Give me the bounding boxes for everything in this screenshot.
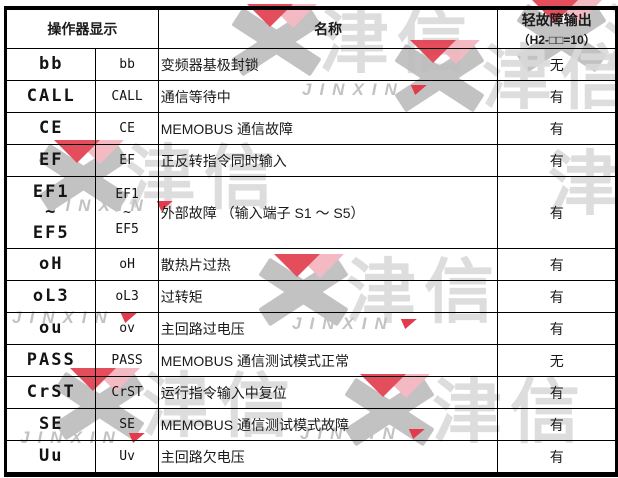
name-cell: MEMOBUS 通信测试模式故障 — [157, 408, 499, 441]
output-cell: 有 — [497, 312, 616, 345]
display-cell: oH — [5, 248, 97, 281]
table-row: Uu Uv 主回路欠电压 有 — [5, 440, 616, 473]
output-cell: 有 — [497, 80, 616, 113]
output-cell: 有 — [497, 408, 616, 441]
display-cell: EF — [5, 144, 97, 177]
name-cell: 过转矩 — [157, 280, 499, 313]
header-fault-output-line1: 轻故障输出 — [521, 12, 592, 28]
name-cell: 主回路过电压 — [157, 312, 499, 345]
header-operator-display: 操作器显示 — [6, 9, 159, 49]
code-cell: EF — [95, 144, 159, 177]
table-row: CALL CALL 通信等待中 有 — [5, 80, 616, 113]
display-cell: ou — [5, 312, 97, 345]
table-row: ou ov 主回路过电压 有 — [5, 312, 616, 345]
table-row: SE SE MEMOBUS 通信测试模式故障 有 — [5, 408, 616, 441]
table-row: PASS PASS MEMOBUS 通信测试模式正常 无 — [5, 344, 616, 377]
fault-code-table-frame: 操作器显示 名称 轻故障输出 （H2-□□=10） bb bb 变频器基极封锁 … — [4, 6, 618, 477]
output-cell: 有 — [497, 440, 616, 473]
output-cell: 无 — [497, 48, 616, 81]
display-cell: CE — [5, 112, 97, 145]
display-cell: PASS — [5, 344, 97, 377]
display-cell: CrST — [5, 376, 97, 409]
output-cell: 有 — [497, 176, 616, 249]
code-cell: EF1 ~ EF5 — [95, 176, 159, 249]
name-cell: 散热片过热 — [157, 248, 499, 281]
output-cell: 有 — [497, 280, 616, 313]
name-cell: 正反转指令同时输入 — [157, 144, 499, 177]
fault-code-table: 操作器显示 名称 轻故障输出 （H2-□□=10） bb bb 变频器基极封锁 … — [5, 9, 616, 473]
code-cell: CALL — [95, 80, 159, 113]
name-cell: 通信等待中 — [157, 80, 499, 113]
table-row: EF EF 正反转指令同时输入 有 — [5, 144, 616, 177]
output-cell: 有 — [497, 144, 616, 177]
code-cell: Uv — [95, 440, 159, 473]
code-cell: oH — [95, 248, 159, 281]
display-cell: bb — [5, 48, 97, 81]
table-row: EF1 ~ EF5 EF1 ~ EF5 外部故障 （输入端子 S1 ～ S5） … — [5, 176, 616, 249]
name-cell: MEMOBUS 通信故障 — [157, 112, 499, 145]
display-cell: oL3 — [5, 280, 97, 313]
output-cell: 有 — [497, 112, 616, 145]
code-cell: CE — [95, 112, 159, 145]
output-cell: 有 — [497, 248, 616, 281]
name-cell: 外部故障 （输入端子 S1 ～ S5） — [157, 176, 499, 249]
output-cell: 有 — [497, 376, 616, 409]
table-header-row: 操作器显示 名称 轻故障输出 （H2-□□=10） — [6, 9, 616, 49]
header-fault-output-line2: （H2-□□=10） — [517, 33, 596, 47]
code-cell: oL3 — [95, 280, 159, 313]
table-row: bb bb 变频器基极封锁 无 — [5, 48, 616, 81]
table-row: oL3 oL3 过转矩 有 — [5, 280, 616, 313]
header-fault-output: 轻故障输出 （H2-□□=10） — [497, 9, 616, 49]
display-cell: CALL — [5, 80, 97, 113]
table-row: CE CE MEMOBUS 通信故障 有 — [5, 112, 616, 145]
code-cell: CrST — [95, 376, 159, 409]
name-cell: 主回路欠电压 — [157, 440, 499, 473]
code-cell: ov — [95, 312, 159, 345]
display-cell: Uu — [5, 440, 97, 473]
code-cell: SE — [95, 408, 159, 441]
table-row: CrST CrST 运行指令输入中复位 有 — [5, 376, 616, 409]
display-cell: SE — [5, 408, 97, 441]
display-cell: EF1 ~ EF5 — [5, 176, 97, 249]
table-row: oH oH 散热片过热 有 — [5, 248, 616, 281]
code-cell: PASS — [95, 344, 159, 377]
name-cell: MEMOBUS 通信测试模式正常 — [157, 344, 499, 377]
name-cell: 变频器基极封锁 — [157, 48, 499, 81]
name-cell: 运行指令输入中复位 — [157, 376, 499, 409]
code-cell: bb — [95, 48, 159, 81]
header-name: 名称 — [157, 9, 499, 49]
output-cell: 无 — [497, 344, 616, 377]
